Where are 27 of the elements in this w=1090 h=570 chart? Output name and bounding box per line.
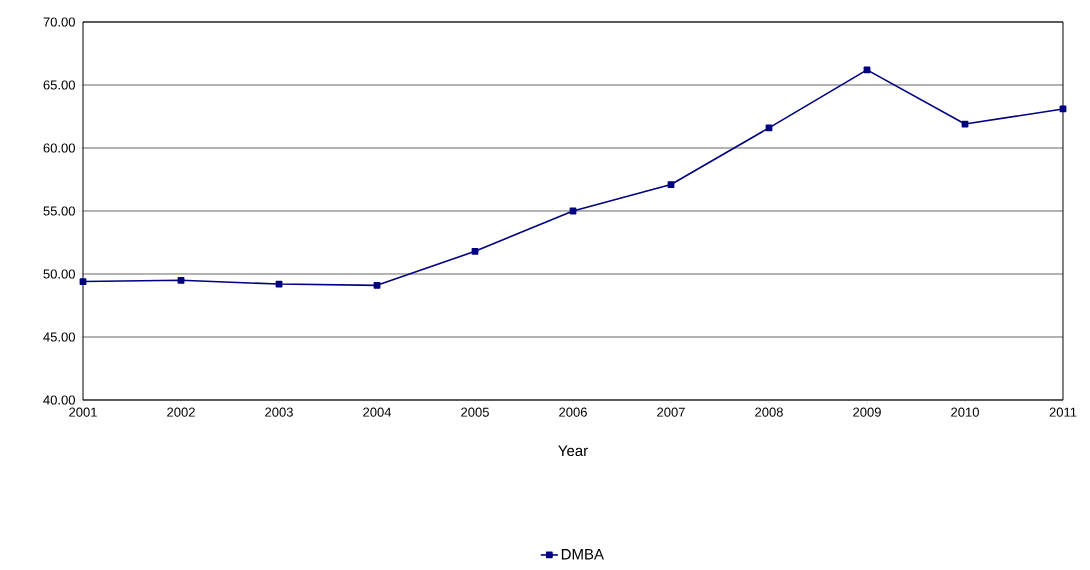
point	[667, 181, 675, 188]
x-axis-title: Year	[558, 445, 588, 457]
y-tick-label: 70.00	[43, 17, 75, 27]
x-tick-label: 2001	[69, 407, 97, 417]
point	[471, 247, 479, 255]
y-tick-label: 60.00	[43, 143, 75, 153]
x-tick-label: 2005	[461, 407, 489, 417]
x-tick-label: 2004	[363, 407, 392, 417]
x-tick-label: 2007	[657, 407, 685, 417]
x-tick-label: 2006	[559, 407, 587, 417]
y-tick-label: 50.00	[43, 269, 75, 279]
point	[765, 124, 773, 132]
point	[177, 276, 185, 284]
y-tick-label: 40.00	[43, 395, 75, 405]
x-tick-label: 2002	[167, 407, 195, 417]
y-tick-label: 65.00	[43, 80, 75, 90]
y-tick-label: 55.00	[43, 206, 75, 216]
point	[373, 281, 381, 289]
point	[79, 278, 87, 285]
x-tick-label: 2003	[265, 407, 293, 417]
point	[863, 66, 871, 74]
legend-label: DMBA	[561, 549, 604, 560]
x-tick-label: 2009	[853, 407, 881, 417]
y-tick-label: 45.00	[43, 332, 75, 342]
x-tick-label: 2008	[755, 407, 783, 417]
x-tick-label: 2011	[1049, 407, 1077, 417]
x-tick-label: 2010	[951, 407, 979, 417]
